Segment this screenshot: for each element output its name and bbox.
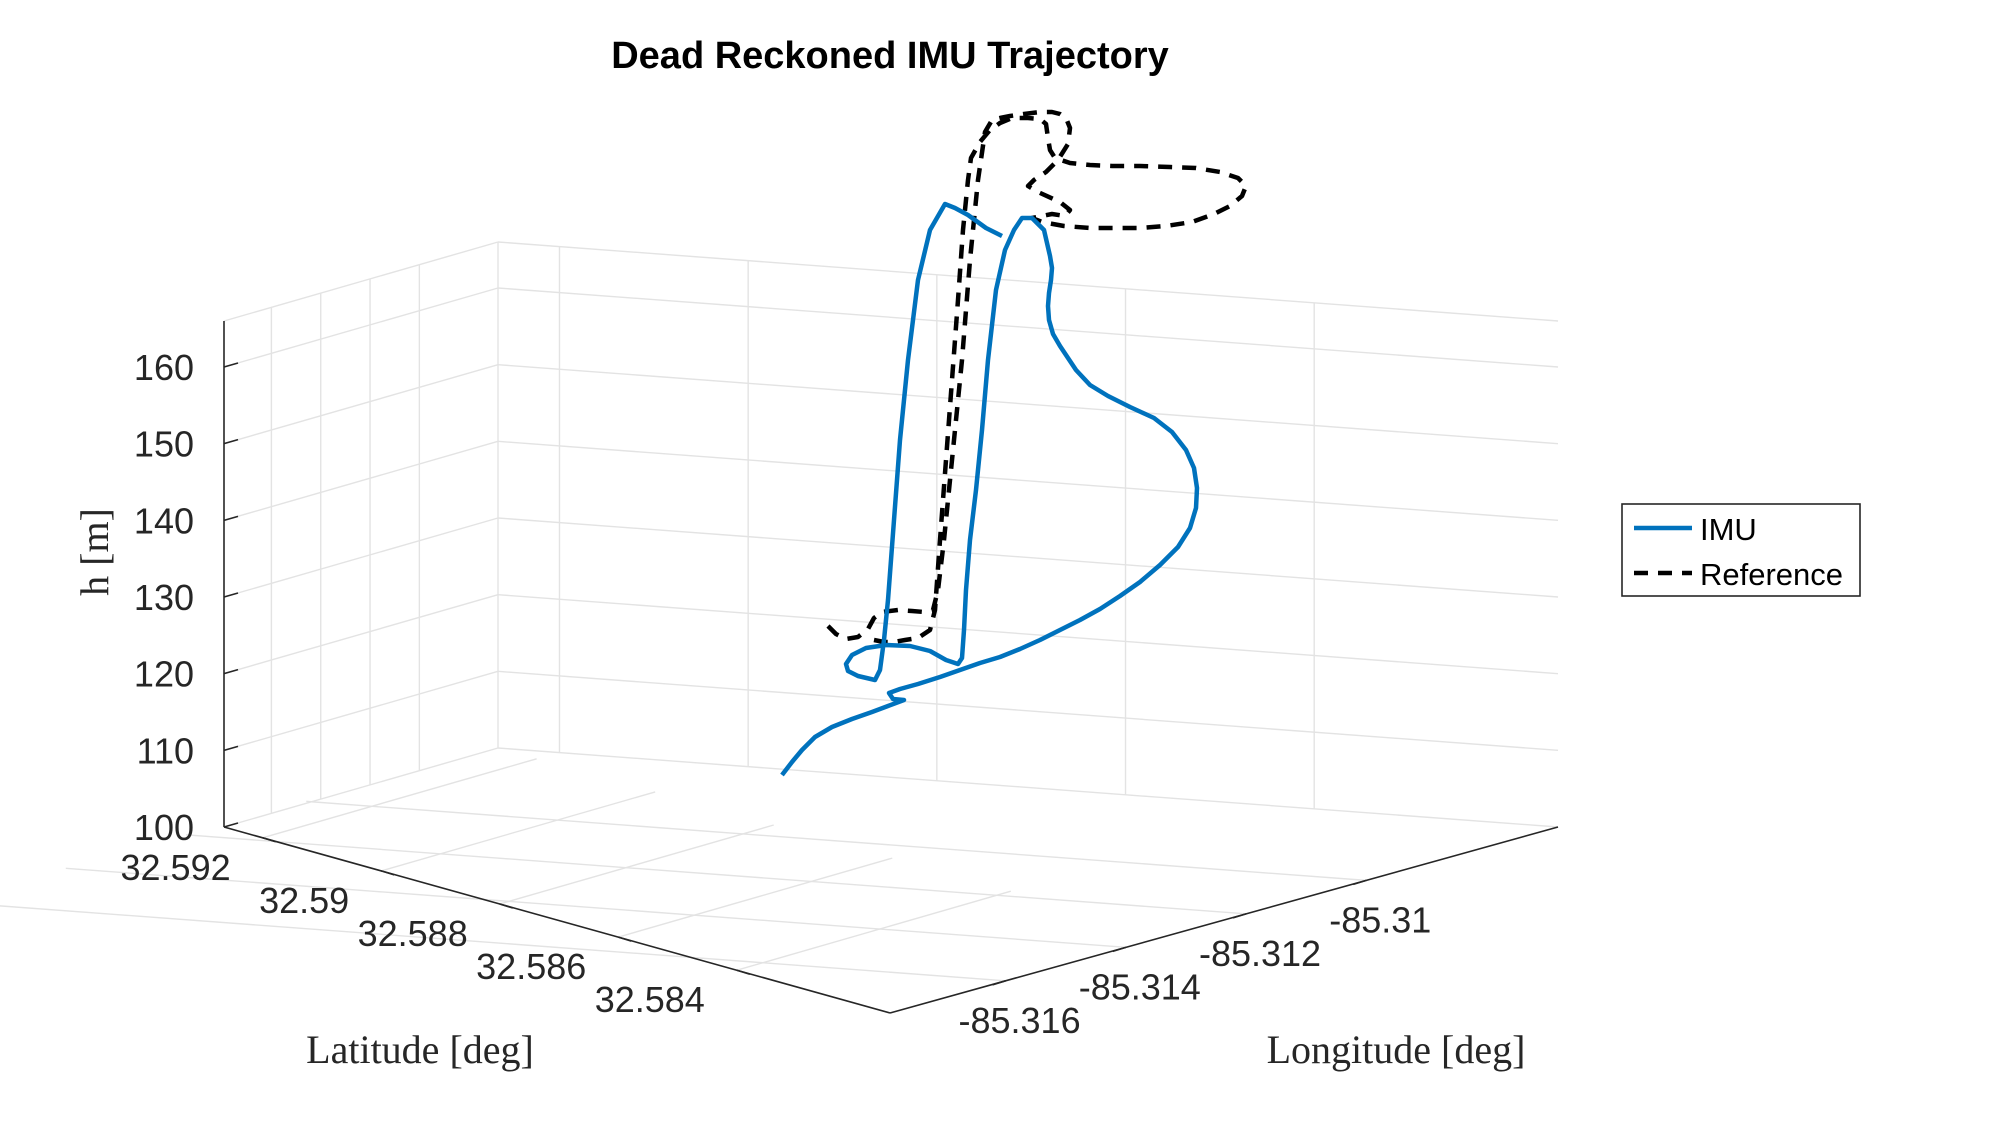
z-tick-label: 160 xyxy=(134,347,194,388)
legend-label-reference: Reference xyxy=(1700,557,1843,592)
x-tick-1 xyxy=(1112,946,1127,953)
legend-label-imu: IMU xyxy=(1700,512,1757,547)
grid-floor-lat-2 xyxy=(499,824,774,905)
z-tick-label: 120 xyxy=(134,654,194,695)
grid-z-left-5 xyxy=(223,363,499,445)
y-tick-label: 32.586 xyxy=(476,946,586,987)
grid-floor-lon-1 xyxy=(65,867,1126,949)
grid-z-right-2 xyxy=(497,593,1559,675)
z-tick-0 xyxy=(223,822,239,828)
z-tick-1 xyxy=(223,745,239,752)
x-tick-0 xyxy=(992,980,1006,986)
z-tick-5 xyxy=(223,438,239,445)
series-line-imu xyxy=(780,201,1200,777)
y-axis-line xyxy=(223,826,891,1014)
axes-layer xyxy=(223,321,1559,1014)
grid-z-right-0 xyxy=(497,747,1559,828)
grid-z-left-4 xyxy=(223,440,499,522)
x-tick-3 xyxy=(1353,879,1367,886)
grid-floor-lat-1 xyxy=(380,791,656,872)
grid-z-left-2 xyxy=(223,593,499,675)
x-tick-label: -85.316 xyxy=(959,1000,1081,1041)
grid-layer xyxy=(0,241,1559,982)
z-tick-3 xyxy=(223,592,239,598)
grid-floor-lon-2 xyxy=(185,834,1247,915)
grid-z-right-6 xyxy=(497,287,1559,368)
grid-z-left-3 xyxy=(223,517,499,598)
grid-z-left-6 xyxy=(223,287,499,368)
grid-top-left-edge xyxy=(223,241,499,322)
z-tick-4 xyxy=(223,515,239,522)
series-line-reference xyxy=(826,109,1249,645)
grid-z-right-3 xyxy=(497,517,1559,598)
y-tick-0 xyxy=(262,837,276,843)
grid-floor-lat-0 xyxy=(262,758,537,839)
series-layer xyxy=(780,109,1249,777)
chart-title: Dead Reckoned IMU Trajectory xyxy=(611,35,1169,77)
x-axis-label: Longitude [deg] xyxy=(1267,1027,1526,1072)
grid-z-right-5 xyxy=(497,363,1559,445)
z-tick-label: 140 xyxy=(134,500,194,541)
y-axis-label: Latitude [deg] xyxy=(306,1027,534,1072)
grid-z-left-0 xyxy=(223,747,499,828)
y-tick-label: 32.59 xyxy=(259,880,349,921)
y-tick-label: 32.592 xyxy=(121,847,231,888)
z-tick-label: 110 xyxy=(137,730,194,771)
grid-z-right-4 xyxy=(497,440,1559,522)
y-tick-1 xyxy=(380,870,395,876)
x-axis-line xyxy=(889,826,1559,1014)
y-tick-label: 32.584 xyxy=(595,979,705,1020)
grid-floor-lat-3 xyxy=(618,857,893,938)
legend-box xyxy=(1621,503,1861,597)
z-tick-label: 100 xyxy=(134,807,194,848)
grid-floor-lat-4 xyxy=(736,890,1012,971)
y-tick-4 xyxy=(736,969,751,975)
grid-floor-lon-3 xyxy=(306,800,1367,882)
y-tick-2 xyxy=(499,903,513,909)
z-tick-label: 150 xyxy=(134,424,194,465)
y-tick-label: 32.588 xyxy=(358,913,468,954)
grid-floor-lon-0 xyxy=(0,905,1006,982)
x-tick-label: -85.31 xyxy=(1329,899,1431,940)
x-tick-label: -85.314 xyxy=(1079,966,1201,1007)
z-tick-2 xyxy=(223,668,239,675)
legend: IMU Reference xyxy=(1621,503,1861,597)
grid-z-right-1 xyxy=(497,670,1559,752)
z-axis-label: h [m] xyxy=(72,508,117,596)
tick-labels: 32.59232.5932.58832.58632.584-85.316-85.… xyxy=(121,347,1432,1041)
z-tick-6 xyxy=(223,362,239,368)
z-tick-label: 130 xyxy=(134,577,194,618)
x-tick-label: -85.312 xyxy=(1199,933,1321,974)
grid-top-right-edge xyxy=(497,241,1559,322)
y-tick-3 xyxy=(618,936,632,942)
grid-z-left-1 xyxy=(223,670,499,752)
x-tick-2 xyxy=(1232,913,1247,919)
